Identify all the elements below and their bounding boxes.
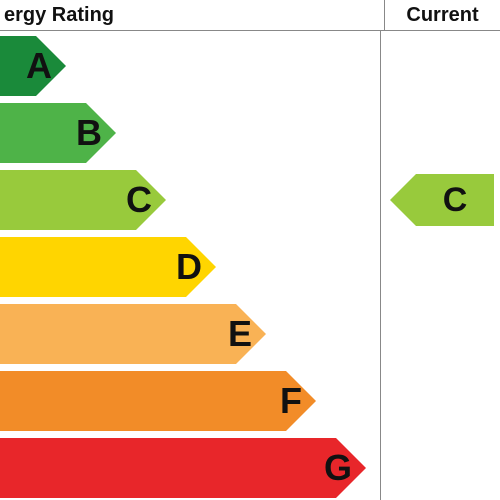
rating-bar-label-a: A xyxy=(26,45,52,87)
rating-bar-label-c: C xyxy=(126,179,152,221)
rating-bar-d: D xyxy=(0,237,186,297)
header-current: Current xyxy=(384,0,500,30)
rating-bar-b: B xyxy=(0,103,86,163)
rating-bar-c: C xyxy=(0,170,136,230)
rating-bar-label-b: B xyxy=(76,112,102,154)
rating-bar-label-e: E xyxy=(228,313,252,355)
energy-rating-chart: ergy Rating Current ABCDEFG C xyxy=(0,0,500,500)
rating-bar-label-f: F xyxy=(280,380,302,422)
chart-body: ABCDEFG C xyxy=(0,30,500,500)
current-rating-indicator: C xyxy=(416,174,494,226)
rating-bar-a: A xyxy=(0,36,36,96)
indicator-arrow-tail xyxy=(390,174,416,226)
rating-bar-f: F xyxy=(0,371,286,431)
rating-bar-label-g: G xyxy=(324,447,352,489)
indicator-label: C xyxy=(443,181,468,220)
header-energy-rating: ergy Rating xyxy=(0,0,384,30)
bars-column: ABCDEFG xyxy=(0,30,380,500)
header-row: ergy Rating Current xyxy=(0,0,500,31)
rating-bar-label-d: D xyxy=(176,246,202,288)
current-indicator-column: C xyxy=(380,30,500,500)
rating-bar-e: E xyxy=(0,304,236,364)
rating-bar-g: G xyxy=(0,438,336,498)
